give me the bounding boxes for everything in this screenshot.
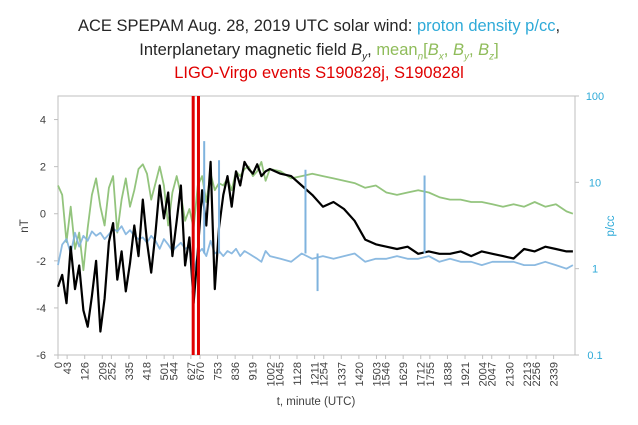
x-tick-label: 43 — [62, 362, 74, 374]
x-tick-label: 544 — [168, 362, 180, 380]
x-tick-label: 1838 — [442, 362, 454, 386]
x-tick-label: 2256 — [531, 362, 543, 386]
x-tick-label: 627 — [186, 362, 198, 380]
y-right-tick-label: 100 — [586, 91, 604, 103]
x-tick-label: 1002 — [265, 362, 277, 386]
y-left-axis-label: nT — [19, 219, 31, 232]
x-tick-label: 1921 — [460, 362, 472, 386]
chart-title-line-3: LIGO-Virgo events S190828j, S190828l — [174, 64, 464, 82]
x-tick-label: 252 — [106, 362, 118, 380]
x-tick-label: 418 — [142, 362, 154, 380]
x-tick-label: 1629 — [398, 362, 410, 386]
y-left-tick-label: -4 — [36, 303, 46, 315]
x-tick-label: 501 — [159, 362, 171, 380]
x-tick-label: 2130 — [504, 362, 516, 386]
series-line-by — [56, 160, 573, 333]
x-tick-label: 2339 — [549, 362, 561, 386]
y-left-tick-label: 2 — [40, 162, 46, 174]
x-tick-label: 209 — [97, 362, 109, 380]
x-tick-label: 2004 — [478, 362, 490, 386]
x-tick-label: 1211 — [310, 362, 322, 386]
y-right-tick-label: 1 — [592, 264, 598, 276]
x-tick-label: 1254 — [319, 362, 331, 386]
x-tick-label: 0 — [53, 362, 65, 368]
x-tick-label: 1128 — [292, 362, 304, 386]
x-tick-label: 2213 — [522, 362, 534, 386]
chart-title-line-2: Interplanetary magnetic field By, meann[… — [139, 41, 499, 63]
x-tick-label: 1337 — [336, 362, 348, 386]
x-tick-label: 1546 — [381, 362, 393, 386]
plot-area — [57, 95, 576, 356]
density-title-segment: proton density p/cc — [416, 17, 556, 35]
x-tick-label: 1045 — [274, 362, 286, 386]
x-tick-label: 1755 — [425, 362, 437, 386]
x-tick-label: 2047 — [487, 362, 499, 386]
mean-title-segment: meann[Bx, By, Bz] — [376, 41, 499, 63]
y-left-tick-label: -6 — [36, 350, 46, 362]
x-axis-label: t, minute (UTC) — [277, 396, 356, 408]
x-tick-label: 1503 — [372, 362, 384, 386]
y-right-tick-label: 10 — [589, 177, 601, 189]
y-right-tick-label: 0.1 — [587, 350, 602, 362]
x-tick-label: 126 — [80, 362, 92, 380]
x-tick-label: 1420 — [354, 362, 366, 386]
chart-title-line-1: ACE SPEPAM Aug. 28, 2019 UTC solar wind:… — [77, 17, 561, 35]
x-tick-label: 335 — [124, 362, 136, 380]
x-tick-label: 670 — [195, 362, 207, 380]
y-left-tick-label: -2 — [36, 256, 46, 268]
y-left-tick-label: 0 — [40, 209, 46, 221]
y-right-axis-label: p/cc — [605, 215, 617, 236]
x-tick-label: 1712 — [416, 362, 428, 386]
y-left-tick-label: 4 — [40, 115, 46, 127]
x-tick-label: 919 — [248, 362, 260, 380]
x-tick-label: 753 — [213, 362, 225, 380]
x-tick-label: 836 — [230, 362, 242, 380]
